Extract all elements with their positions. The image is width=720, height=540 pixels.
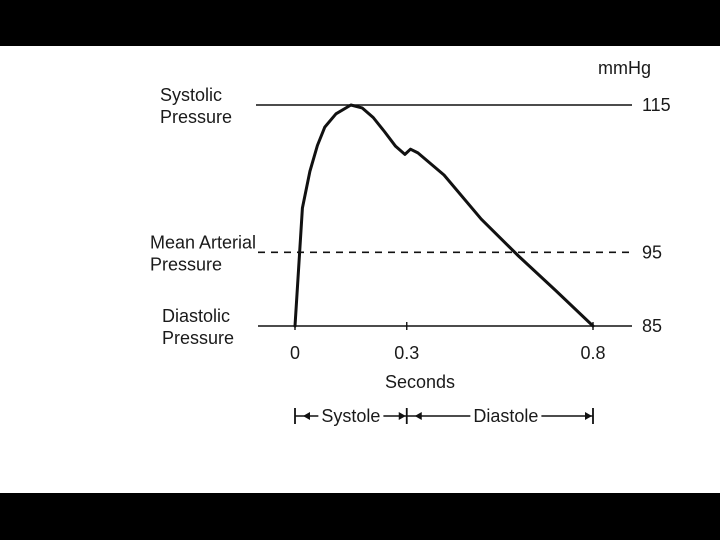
reference-label-line: Pressure	[150, 254, 222, 274]
reference-label-line: Mean Arterial	[150, 232, 256, 252]
reference-value-85: 85	[642, 316, 662, 336]
x-tick-label: 0	[290, 343, 300, 363]
x-tick-labels: 0 0.3 0.8	[290, 322, 606, 363]
phase-arrowhead	[414, 412, 422, 420]
reference-value-115: 115	[642, 95, 671, 115]
x-axis-label: Seconds	[385, 372, 455, 392]
phase-bar: Systole Diastole	[294, 406, 594, 426]
reference-label-line: Pressure	[162, 328, 234, 348]
units-label: mmHg	[598, 58, 651, 78]
phase-arrowhead	[398, 412, 406, 420]
reference-label-line: Pressure	[160, 107, 232, 127]
phase-label-diastole: Diastole	[473, 406, 538, 426]
pressure-waveform-line	[293, 103, 595, 328]
phase-arrowhead	[585, 412, 592, 420]
x-tick-label: 0.3	[394, 343, 419, 363]
reference-label-line: Diastolic	[162, 306, 230, 326]
slide-area: mmHg 115 Systolic Pressure 95 Mean Arterial P…	[0, 46, 720, 493]
reference-value-95: 95	[642, 242, 662, 262]
phase-label-systole: Systole	[321, 406, 380, 426]
x-tick-label: 0.8	[580, 343, 605, 363]
phase-arrowhead	[303, 412, 310, 420]
reference-label-line: Systolic	[160, 85, 222, 105]
